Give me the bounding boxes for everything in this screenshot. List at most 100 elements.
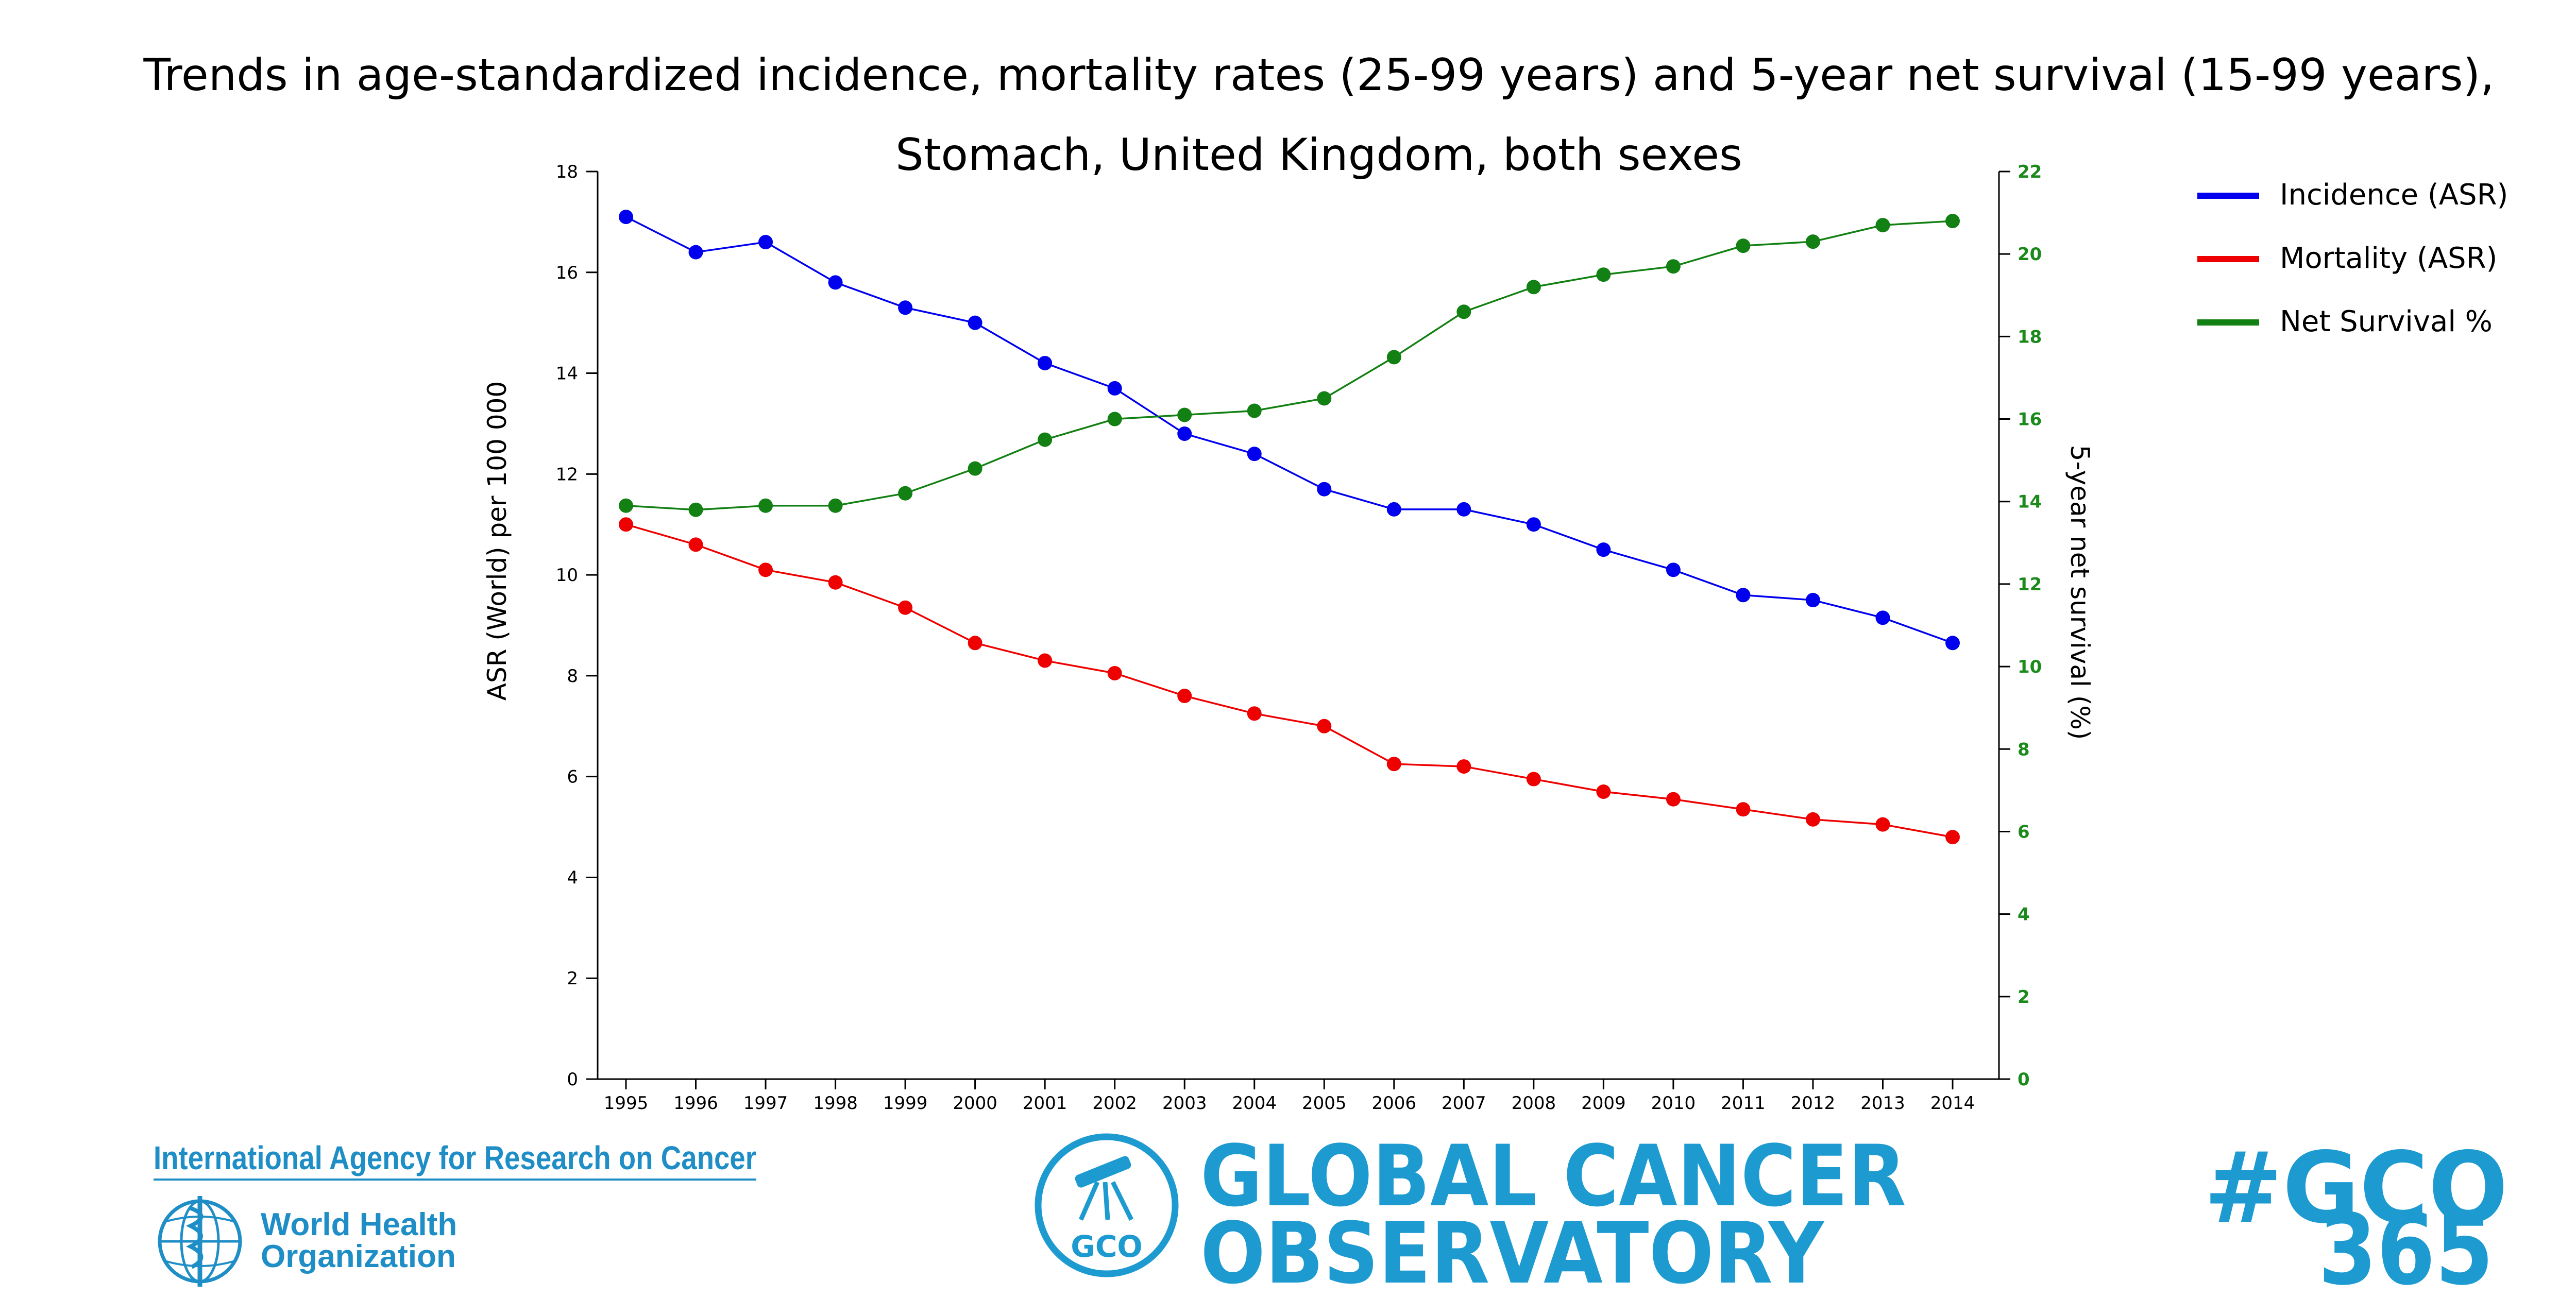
survival-point bbox=[1247, 403, 1262, 418]
iarc-logo: International Agency for Research on Can… bbox=[154, 1139, 756, 1181]
hashtag-line-2: 365 bbox=[2318, 1193, 2494, 1307]
y-left-tick-label: 16 bbox=[556, 263, 578, 283]
y-left-tick-label: 8 bbox=[567, 666, 578, 687]
who-logo: World Health Organization bbox=[158, 1196, 457, 1287]
hashtag-logo: #GCO 365 bbox=[2204, 1131, 2508, 1307]
incidence-point bbox=[619, 210, 633, 225]
survival-point bbox=[619, 498, 633, 513]
incidence-point bbox=[1177, 426, 1192, 441]
x-tick-label: 2003 bbox=[1162, 1093, 1207, 1114]
legend-survival-label: Net Survival % bbox=[2280, 305, 2493, 338]
incidence-point bbox=[898, 300, 913, 315]
legend-incidence-label: Incidence (ASR) bbox=[2280, 178, 2508, 212]
hashtag-line-1: #GCO bbox=[2204, 1131, 2508, 1245]
who-name-line-2: Organization bbox=[261, 1239, 456, 1274]
y-right-tick-label: 16 bbox=[2018, 409, 2042, 430]
y-left-tick-label: 2 bbox=[567, 968, 578, 989]
incidence-series bbox=[619, 210, 1960, 651]
mortality-point bbox=[1596, 784, 1611, 799]
x-tick-label: 2005 bbox=[1302, 1093, 1347, 1114]
mortality-line bbox=[625, 523, 1953, 838]
survival-point bbox=[828, 498, 843, 513]
x-tick-label: 2004 bbox=[1232, 1093, 1277, 1114]
y-right-tick-label: 20 bbox=[2018, 244, 2042, 265]
survival-point bbox=[1526, 280, 1541, 295]
y-right-tick-label: 8 bbox=[2018, 739, 2030, 760]
y-right-tick-label: 6 bbox=[2018, 822, 2030, 842]
mortality-point bbox=[1945, 830, 1960, 845]
y-right-tick-label: 0 bbox=[2018, 1069, 2030, 1090]
mortality-point bbox=[1875, 817, 1890, 832]
ticks-layer: 0 2 4 6 8 10 12 14 16 18 0 2 4 6 8 10 12 14 16 18 20 22 1995 19… bbox=[556, 162, 2042, 1114]
survival-series bbox=[619, 214, 1960, 517]
legend-mortality-label: Mortality (ASR) bbox=[2280, 242, 2497, 275]
x-tick-label: 2009 bbox=[1581, 1093, 1626, 1114]
y-right-tick-label: 22 bbox=[2018, 162, 2042, 182]
incidence-point bbox=[1736, 588, 1751, 603]
y-left-tick-label: 12 bbox=[556, 464, 578, 485]
x-tick-label: 2000 bbox=[953, 1093, 997, 1114]
gco-badge-text: GCO bbox=[1071, 1229, 1142, 1264]
x-tick-label: 2007 bbox=[1442, 1093, 1486, 1114]
survival-point bbox=[1107, 412, 1122, 426]
incidence-point bbox=[1805, 593, 1820, 608]
incidence-point bbox=[828, 275, 843, 290]
mortality-point bbox=[1177, 689, 1192, 704]
y-right-tick-label: 2 bbox=[2018, 987, 2030, 1007]
survival-point bbox=[1386, 350, 1401, 365]
survival-point bbox=[1317, 391, 1332, 406]
y-left-tick-label: 4 bbox=[567, 867, 578, 888]
x-tick-label: 2010 bbox=[1651, 1093, 1696, 1114]
mortality-point bbox=[1805, 812, 1820, 827]
x-tick-label: 2013 bbox=[1860, 1093, 1905, 1114]
x-tick-label: 2001 bbox=[1023, 1093, 1067, 1114]
incidence-point bbox=[1666, 562, 1681, 577]
survival-line bbox=[625, 220, 1953, 511]
mortality-point bbox=[828, 575, 843, 590]
incidence-point bbox=[1038, 355, 1053, 370]
incidence-point bbox=[1526, 517, 1541, 532]
mortality-point bbox=[898, 600, 913, 615]
x-tick-label: 2008 bbox=[1512, 1093, 1556, 1114]
incidence-line bbox=[625, 216, 1953, 644]
mortality-point bbox=[1386, 757, 1401, 772]
mortality-point bbox=[619, 517, 633, 532]
chart-title-line-1: Trends in age-standardized incidence, mo… bbox=[143, 49, 2495, 101]
survival-point bbox=[1666, 259, 1681, 274]
x-tick-label: 1999 bbox=[883, 1093, 928, 1114]
gco-logo: GCO GLOBAL CANCER OBSERVATORY bbox=[1035, 1127, 1906, 1303]
telescope-icon bbox=[1035, 1133, 1179, 1277]
y-axis-left-title: ASR (World) per 100 000 bbox=[482, 381, 512, 701]
y-right-tick-label: 18 bbox=[2018, 327, 2042, 347]
mortality-point bbox=[1107, 665, 1122, 680]
y-left-tick-label: 18 bbox=[556, 162, 578, 182]
mortality-point bbox=[1666, 792, 1681, 807]
x-tick-label: 2011 bbox=[1721, 1093, 1766, 1114]
gco-name-line-2: OBSERVATORY bbox=[1200, 1204, 1825, 1303]
survival-point bbox=[758, 498, 773, 513]
survival-point bbox=[968, 461, 982, 476]
y-left-tick-label: 0 bbox=[567, 1069, 578, 1090]
survival-point bbox=[688, 502, 703, 517]
mortality-point bbox=[1736, 802, 1751, 817]
mortality-point bbox=[1317, 719, 1332, 733]
mortality-point bbox=[968, 636, 982, 651]
incidence-point bbox=[688, 245, 703, 260]
x-tick-label: 1998 bbox=[813, 1093, 858, 1114]
incidence-point bbox=[1386, 502, 1401, 517]
survival-point bbox=[1875, 218, 1890, 233]
x-tick-label: 1995 bbox=[604, 1093, 649, 1114]
mortality-point bbox=[1526, 772, 1541, 787]
who-name-line-1: World Health bbox=[261, 1207, 457, 1242]
survival-point bbox=[898, 486, 913, 501]
incidence-point bbox=[1875, 610, 1890, 625]
survival-point bbox=[1945, 214, 1960, 229]
gco-name-line-1: GLOBAL CANCER bbox=[1200, 1127, 1906, 1225]
who-emblem-icon bbox=[158, 1196, 242, 1287]
incidence-point bbox=[968, 315, 982, 330]
incidence-point bbox=[1107, 381, 1122, 396]
y-left-tick-label: 10 bbox=[556, 565, 578, 586]
survival-point bbox=[1736, 238, 1751, 253]
incidence-point bbox=[758, 235, 773, 250]
